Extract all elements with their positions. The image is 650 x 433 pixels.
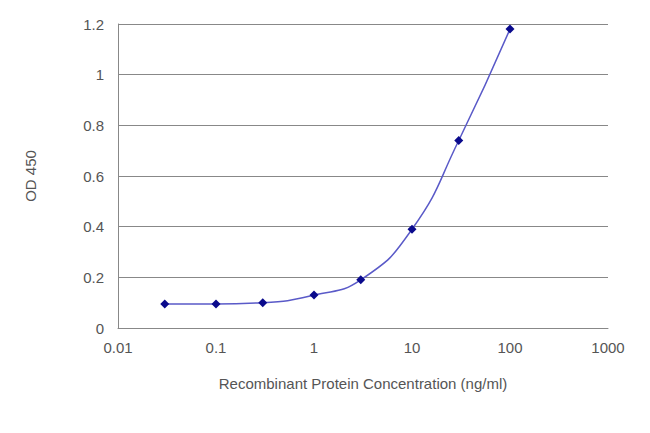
- svg-text:1: 1: [310, 339, 318, 356]
- svg-text:0.6: 0.6: [83, 168, 104, 185]
- svg-text:10: 10: [404, 339, 421, 356]
- svg-text:1000: 1000: [591, 339, 624, 356]
- svg-text:OD 450: OD 450: [22, 150, 39, 202]
- svg-text:1: 1: [96, 66, 104, 83]
- svg-text:0.1: 0.1: [206, 339, 227, 356]
- svg-text:100: 100: [497, 339, 522, 356]
- svg-text:0: 0: [96, 320, 104, 337]
- svg-text:0.01: 0.01: [103, 339, 132, 356]
- svg-text:1.2: 1.2: [83, 16, 104, 33]
- svg-text:0.2: 0.2: [83, 269, 104, 286]
- svg-text:Recombinant Protein Concentrat: Recombinant Protein Concentration (ng/ml…: [219, 375, 507, 392]
- svg-text:0.8: 0.8: [83, 117, 104, 134]
- svg-text:0.4: 0.4: [83, 218, 104, 235]
